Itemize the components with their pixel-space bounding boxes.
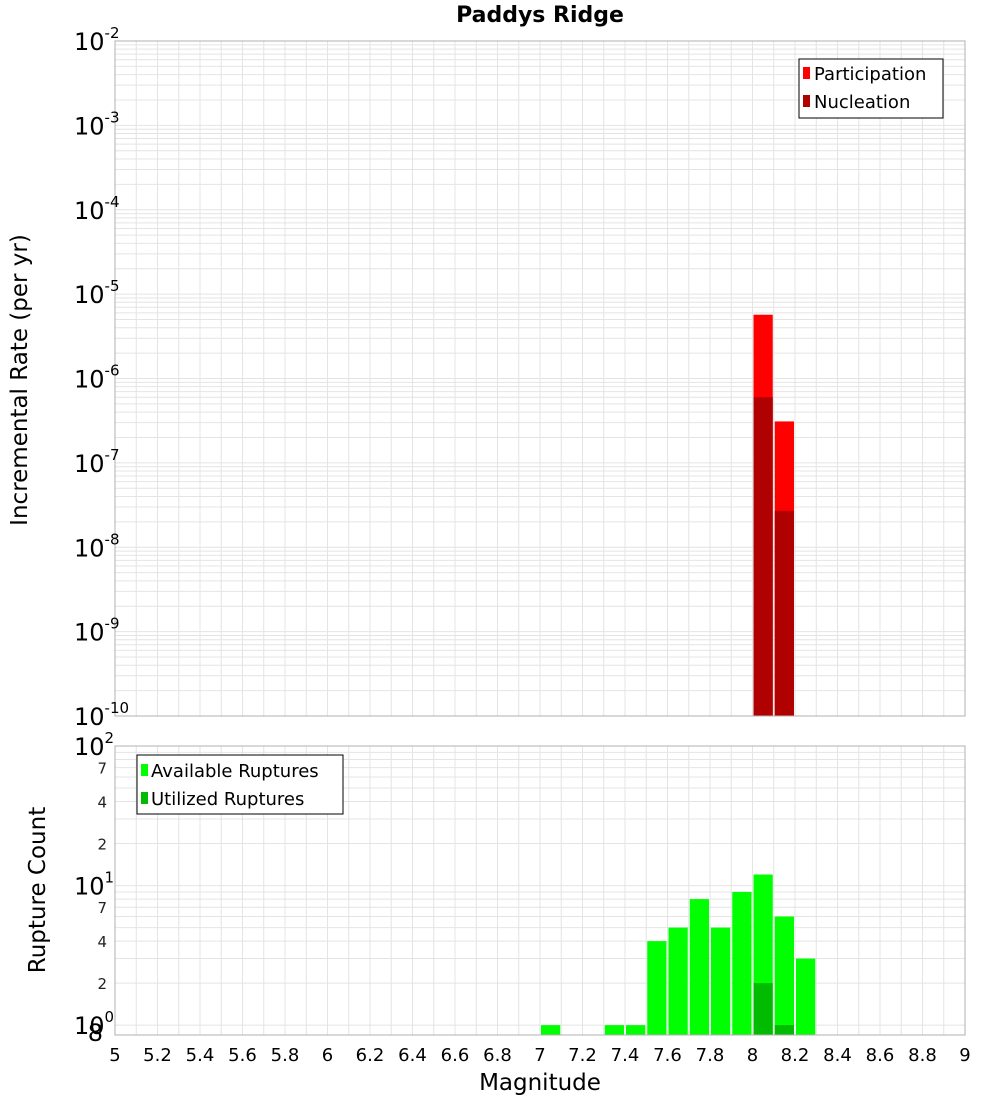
rate-y-tick-label: 10-7 (74, 446, 120, 478)
rate-y-ticks: 10-10 10-9 10-8 10-7 10-6 10-5 10-4 10-3 10-2 (74, 24, 129, 731)
participation-legend-swatch (803, 67, 810, 79)
count-legend-box (136, 754, 344, 815)
rate-y-axis-label: Incremental Rate (per yr) (7, 234, 33, 526)
count-y-ticks: 100 101 102 8 2 4 7 2 4 7 (74, 729, 114, 1047)
utilized-legend-label: Utilized Ruptures (151, 789, 304, 810)
count-bar-available-ruptures (668, 927, 688, 1035)
x-tick-label: 8.4 (823, 1045, 852, 1066)
x-tick-label: 7 (534, 1045, 545, 1066)
count-bar-available-ruptures (774, 916, 794, 1035)
x-tick-label: 5.8 (271, 1045, 300, 1066)
count-bar-available-ruptures (604, 1025, 624, 1035)
x-tick-label: 5.4 (186, 1045, 215, 1066)
count-bar-available-ruptures (647, 941, 667, 1035)
rate-bar-nucleation (774, 510, 794, 716)
x-tick-label: 9 (959, 1045, 970, 1066)
count-legend: Available Ruptures Utilized Ruptures (136, 754, 344, 815)
rate-y-tick-label: 10-4 (74, 193, 120, 225)
count-bar-available-ruptures (711, 927, 731, 1035)
rate-y-tick-label: 10-2 (74, 24, 120, 56)
rate-bars (753, 314, 794, 716)
rate-panel: 10-10 10-9 10-8 10-7 10-6 10-5 10-4 10-3 10-2 In… (7, 24, 966, 731)
count-y-minor-tick-label: 2 (97, 975, 107, 993)
rate-legend: Participation Nucleation (798, 58, 944, 119)
x-tick-label: 6.2 (356, 1045, 385, 1066)
rate-legend-box (798, 58, 944, 119)
x-tick-label: 5 (109, 1045, 120, 1066)
count-bar-available-ruptures (689, 899, 709, 1035)
count-y-minor-tick-label: 7 (97, 760, 107, 778)
x-tick-label: 7.6 (653, 1045, 682, 1066)
participation-legend-label: Participation (814, 64, 926, 85)
count-plot-border (114, 745, 966, 1036)
available-legend-swatch (141, 764, 148, 776)
count-bar-available-ruptures (541, 1025, 561, 1035)
rate-y-tick-label: 10-5 (74, 277, 120, 309)
count-y-minor-tick-label: 4 (97, 794, 107, 812)
utilized-legend-swatch (141, 792, 148, 804)
x-tick-label: 6.6 (441, 1045, 470, 1066)
x-tick-label: 7.8 (696, 1045, 725, 1066)
count-panel: 100 101 102 8 2 4 7 2 4 7 5 5.2 5.4 5.6 5.8 6 6.2 6.4 6.6… (25, 729, 971, 1096)
count-y-minor-tick-label: 8 (88, 1019, 103, 1047)
count-bar-available-ruptures (626, 1025, 646, 1035)
rate-y-tick-label: 10-3 (74, 108, 120, 140)
rate-y-tick-label: 10-10 (74, 699, 129, 731)
rate-y-tick-label: 10-9 (74, 615, 120, 647)
count-y-tick-label: 101 (74, 869, 114, 901)
count-y-tick-label: 100 (74, 1008, 114, 1040)
x-tick-label: 8.6 (866, 1045, 895, 1066)
rate-y-tick-label: 10-8 (74, 530, 120, 562)
count-bar-utilized-ruptures (774, 1025, 794, 1035)
x-ticks: 5 5.2 5.4 5.6 5.8 6 6.2 6.4 6.6 6.8 7 7.2 7.4 7.6 7.8 8… (109, 1045, 970, 1066)
count-y-minor-tick-label: 4 (97, 933, 107, 951)
x-tick-label: 6.8 (483, 1045, 512, 1066)
count-y-axis-label: Rupture Count (25, 807, 51, 973)
count-y-minor-tick-label: 2 (97, 836, 107, 854)
count-bar-available-ruptures (796, 958, 816, 1035)
rate-plot-border (114, 40, 966, 717)
x-tick-label: 7.4 (611, 1045, 640, 1066)
x-tick-label: 6 (322, 1045, 333, 1066)
available-legend-label: Available Ruptures (151, 761, 319, 782)
x-tick-label: 8 (747, 1045, 758, 1066)
x-tick-label: 5.6 (228, 1045, 257, 1066)
x-tick-label: 6.4 (398, 1045, 427, 1066)
rate-grid (114, 41, 966, 717)
count-bar-available-ruptures (732, 891, 752, 1035)
count-y-tick-label: 102 (74, 729, 114, 761)
x-tick-label: 8.2 (781, 1045, 810, 1066)
nucleation-legend-swatch (803, 95, 810, 107)
rate-y-tick-label: 10-6 (74, 362, 120, 394)
chart-title: Paddys Ridge (456, 3, 624, 28)
x-tick-label: 5.2 (143, 1045, 172, 1066)
rate-bar-nucleation (753, 397, 773, 716)
count-bar-utilized-ruptures (753, 983, 773, 1035)
x-tick-label: 7.2 (568, 1045, 597, 1066)
count-y-minor-tick-label: 7 (97, 899, 107, 917)
nucleation-legend-label: Nucleation (814, 92, 910, 113)
x-axis-label: Magnitude (479, 1070, 601, 1096)
count-bars (541, 874, 816, 1035)
x-tick-label: 8.8 (908, 1045, 937, 1066)
